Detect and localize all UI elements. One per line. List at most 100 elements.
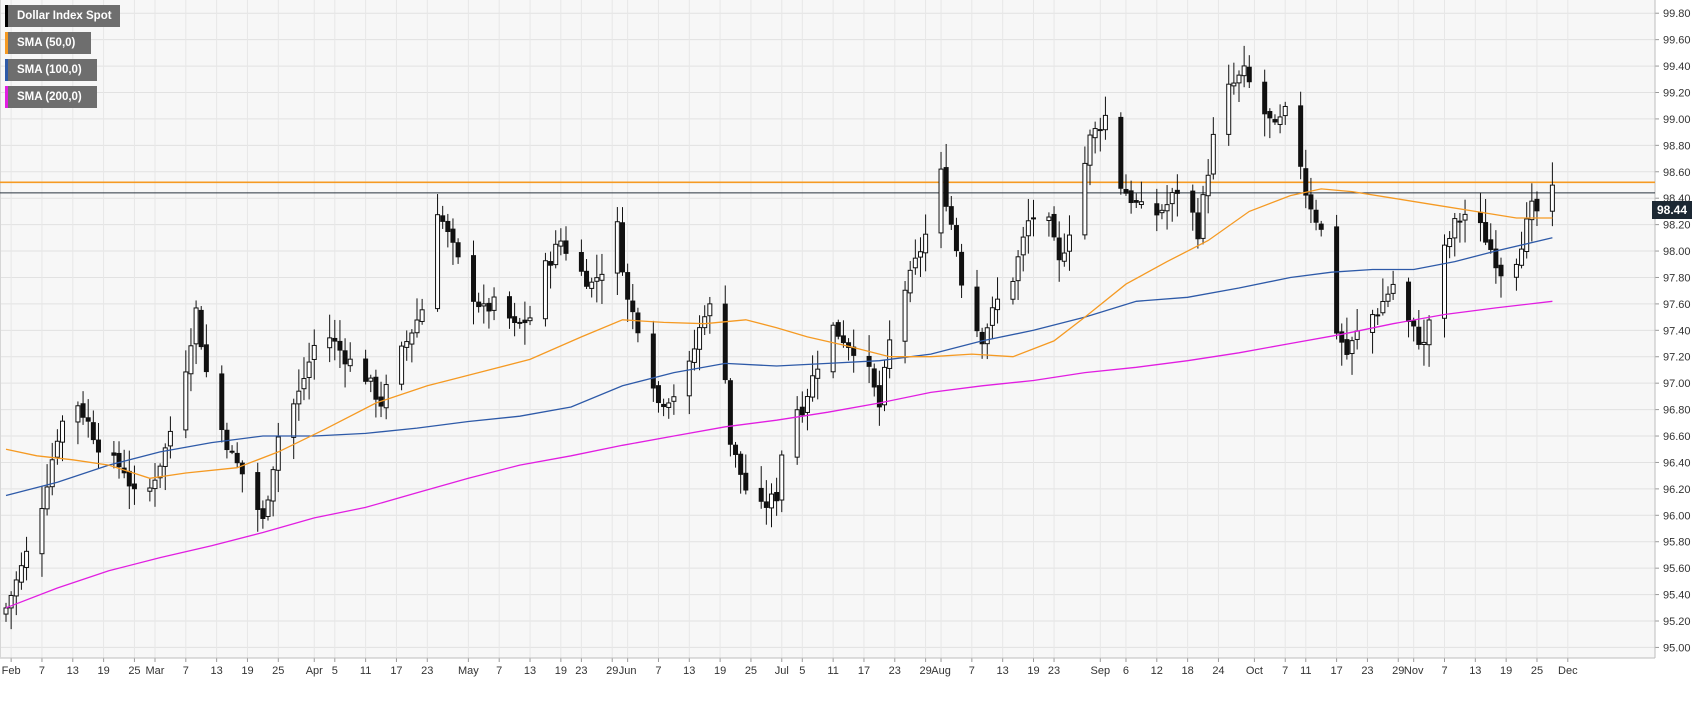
- candle-up: [614, 221, 620, 274]
- candle-up: [193, 307, 199, 345]
- candle-up: [599, 273, 605, 281]
- candle-down: [455, 242, 461, 258]
- candle-up: [383, 384, 389, 409]
- candle-down: [727, 380, 733, 445]
- y-tick-label: 98.00: [1663, 246, 1691, 258]
- x-tick-label: Jun: [619, 665, 637, 677]
- x-tick-label: 7: [655, 665, 661, 677]
- candle-up: [183, 371, 189, 431]
- candle-up: [1375, 314, 1381, 317]
- candle-down: [743, 472, 749, 491]
- candle-up: [938, 168, 944, 234]
- candle-up: [1354, 330, 1360, 340]
- candle-up: [152, 479, 158, 490]
- candle-up: [265, 499, 271, 517]
- candle-up: [1159, 209, 1165, 214]
- candle-down: [655, 385, 661, 404]
- x-tick-label: 29: [606, 665, 618, 677]
- x-tick-label: 29: [919, 665, 931, 677]
- candle-down: [1318, 223, 1324, 230]
- candle-up: [296, 390, 302, 405]
- candle-down: [948, 206, 954, 225]
- y-tick-label: 96.40: [1663, 457, 1691, 469]
- legend-swatch: [5, 32, 8, 54]
- candle-up: [327, 337, 333, 349]
- candle-down: [661, 403, 667, 408]
- candle-down: [1118, 116, 1124, 189]
- x-tick-label: 11: [360, 665, 371, 677]
- candle-down: [840, 335, 846, 344]
- x-tick-label: Nov: [1404, 665, 1424, 677]
- candle-up: [1226, 83, 1232, 135]
- candle-up: [1452, 218, 1458, 239]
- candle-down: [198, 309, 204, 348]
- candle-down: [522, 319, 528, 324]
- y-tick-label: 97.20: [1663, 352, 1691, 364]
- x-tick-label: Dec: [1558, 665, 1578, 677]
- candle-down: [1344, 339, 1350, 355]
- candle-up: [912, 257, 918, 269]
- candle-up: [44, 486, 50, 510]
- x-tick-label: 23: [421, 665, 433, 677]
- candle-up: [553, 243, 559, 266]
- x-tick-label: 6: [1123, 665, 1129, 677]
- candle-down: [548, 261, 554, 266]
- candle-up: [368, 377, 374, 382]
- candle-up: [810, 375, 816, 398]
- candle-down: [1123, 188, 1129, 194]
- x-tick-label: 25: [128, 665, 140, 677]
- candle-up: [1210, 133, 1216, 175]
- candle-down: [876, 385, 882, 408]
- candle-up: [1447, 237, 1453, 248]
- candle-up: [768, 493, 774, 509]
- candle-down: [1411, 320, 1417, 327]
- candle-down: [90, 422, 96, 441]
- candle-down: [1406, 281, 1412, 322]
- legend-label: SMA (200,0): [17, 91, 82, 103]
- x-tick-label: Jul: [775, 665, 789, 677]
- candle-up: [8, 594, 14, 609]
- candle-down: [1339, 331, 1345, 343]
- candle-down: [943, 167, 949, 207]
- candle-up: [1385, 293, 1391, 302]
- legend-label: SMA (100,0): [17, 64, 82, 76]
- candle-down: [733, 444, 739, 455]
- legend-item-price: Dollar Index Spot: [5, 5, 120, 27]
- candle-down: [471, 255, 477, 302]
- x-tick-label: 19: [1500, 665, 1512, 677]
- candle-up: [1549, 184, 1555, 212]
- candle-up: [917, 251, 923, 258]
- candle-down: [953, 225, 959, 252]
- y-tick-label: 95.00: [1663, 642, 1691, 654]
- candle-up: [1442, 244, 1447, 319]
- x-tick-label: 5: [799, 665, 805, 677]
- candle-down: [763, 501, 769, 508]
- candle-up: [18, 565, 24, 583]
- candle-down: [332, 337, 338, 342]
- x-tick-label: 17: [1330, 665, 1342, 677]
- x-tick-label: 23: [1048, 665, 1060, 677]
- candle-down: [635, 312, 641, 334]
- candle-up: [3, 607, 9, 615]
- candle-down: [1051, 213, 1057, 238]
- candle-down: [650, 333, 656, 389]
- candle-down: [131, 483, 137, 490]
- candle-up: [157, 465, 163, 479]
- candle-up: [1390, 283, 1396, 294]
- candle-up: [49, 459, 55, 488]
- candle-up: [558, 240, 564, 247]
- candle-up: [1524, 218, 1530, 252]
- candle-up: [1462, 213, 1468, 221]
- candle-up: [399, 345, 405, 385]
- candle-down: [758, 487, 764, 502]
- x-tick-label: 5: [332, 665, 338, 677]
- candle-down: [871, 368, 877, 388]
- x-tick-label: Feb: [2, 665, 21, 677]
- candle-down: [476, 301, 482, 308]
- candle-up: [1046, 216, 1052, 222]
- x-tick-label: 7: [39, 665, 45, 677]
- candle-down: [584, 270, 590, 287]
- candle-up: [75, 405, 81, 423]
- candle-up: [1426, 319, 1432, 346]
- candle-up: [1529, 200, 1535, 221]
